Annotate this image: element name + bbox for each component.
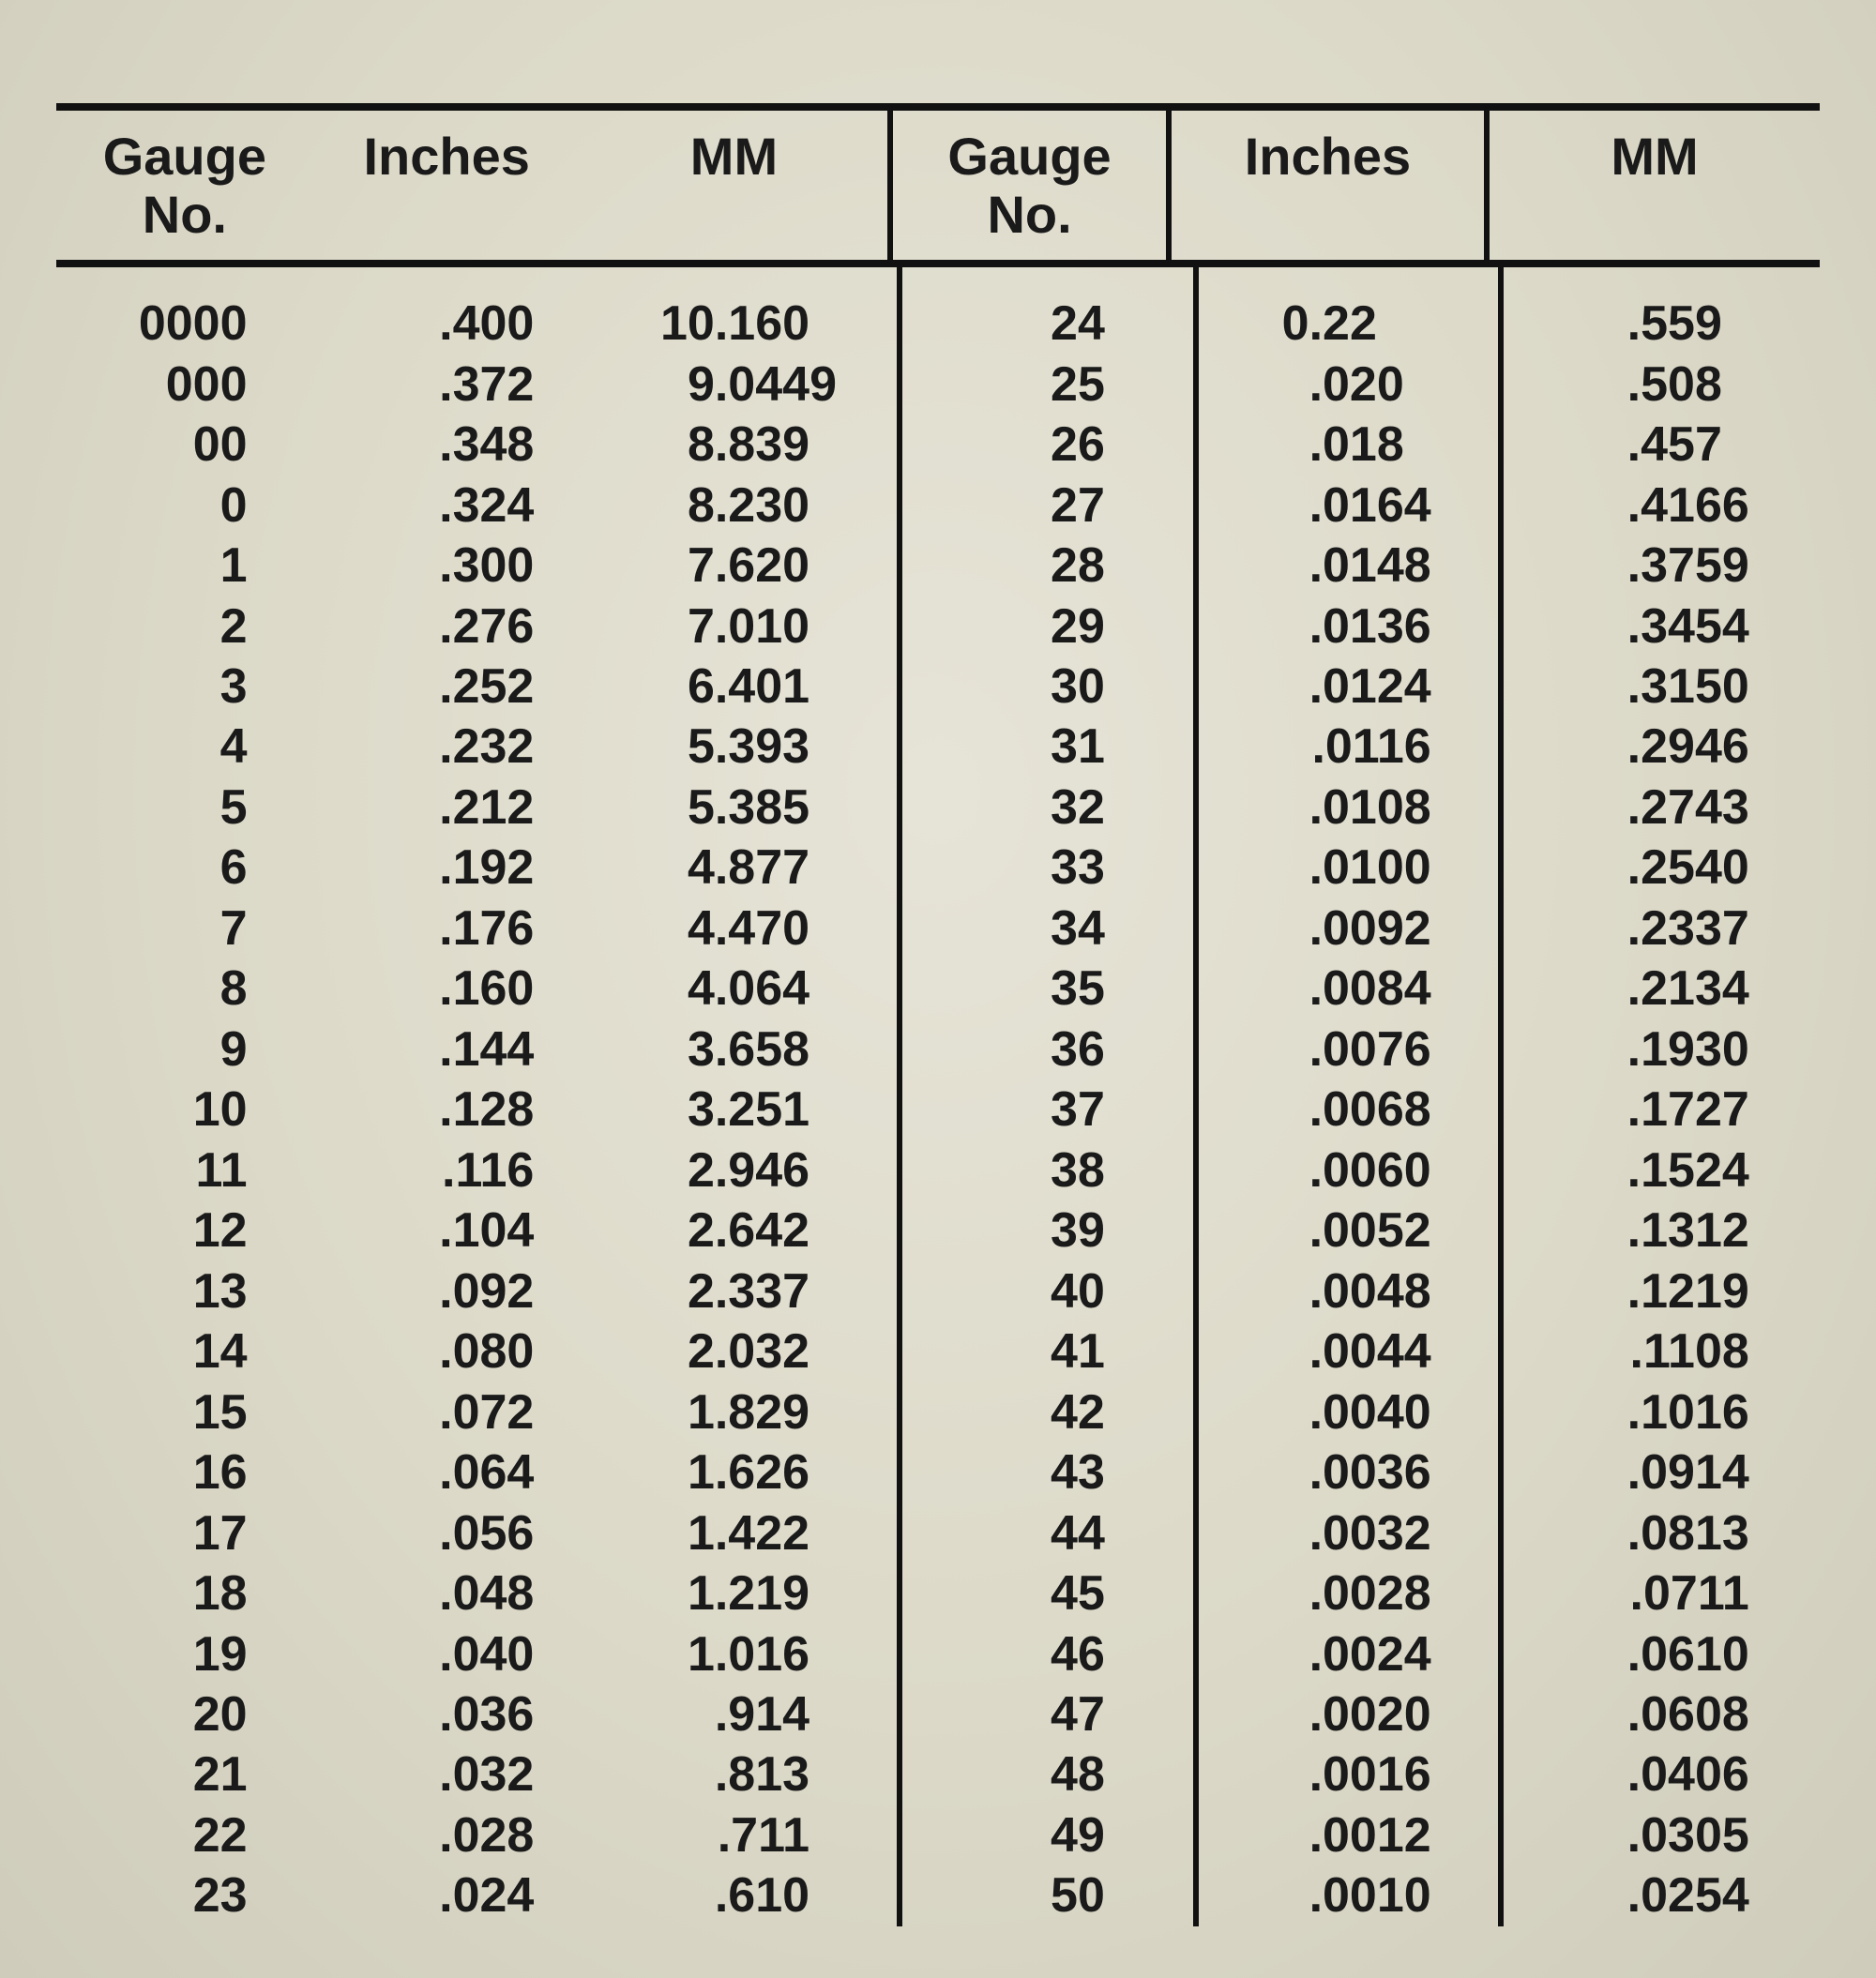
col-header-inches1: Inches xyxy=(313,111,581,260)
col-header-gauge1: Gauge No. xyxy=(56,111,313,260)
col-body-gauge2: 24 25 26 27 28 29 30 31 32 33 34 35 36 3… xyxy=(902,267,1199,1926)
col-body-inches1: .400 .372 .348 .324 .300 .276 .252 .232 … xyxy=(336,267,609,1926)
page: Gauge No. Inches MM Gauge No. Inches MM … xyxy=(0,0,1876,1978)
col-body-mm2: .559 .508 .457 .4166 .3759 .3454 .3150 .… xyxy=(1504,267,1820,1926)
col-header-inches2: Inches xyxy=(1172,111,1490,260)
col-body-gauge1: 0000 000 00 0 1 2 3 4 5 6 7 8 9 10 11 12… xyxy=(56,267,336,1926)
col-body-inches2: 0.22 .020 .018 .0164 .0148 .0136 .0124 .… xyxy=(1199,267,1504,1926)
col-header-mm1: MM xyxy=(581,111,894,260)
table-header-row: Gauge No. Inches MM Gauge No. Inches MM xyxy=(56,103,1820,267)
table-body-row: 0000 000 00 0 1 2 3 4 5 6 7 8 9 10 11 12… xyxy=(56,267,1820,1926)
col-header-mm2: MM xyxy=(1490,111,1820,260)
col-header-gauge2: Gauge No. xyxy=(893,111,1171,260)
gauge-table: Gauge No. Inches MM Gauge No. Inches MM … xyxy=(56,103,1820,1790)
col-body-mm1: 10.160 9.0449 8.839 8.230 7.620 7.010 6.… xyxy=(608,267,902,1926)
